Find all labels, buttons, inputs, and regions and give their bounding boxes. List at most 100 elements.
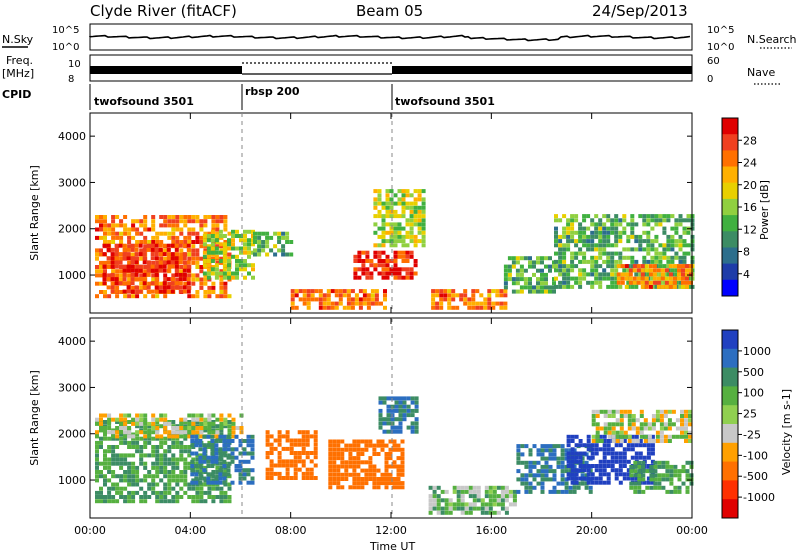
data-cell <box>606 276 611 281</box>
data-cell <box>444 506 449 511</box>
data-cell <box>372 468 377 473</box>
data-cell <box>135 436 140 441</box>
data-cell <box>594 230 599 235</box>
data-cell <box>336 443 341 448</box>
data-cell <box>171 240 176 244</box>
colorbar-swatch <box>722 198 738 216</box>
data-cell <box>381 234 386 239</box>
data-cell <box>417 197 422 202</box>
data-cell <box>480 502 485 507</box>
data-cell <box>328 468 333 473</box>
data-cell <box>385 271 390 276</box>
data-cell <box>524 477 529 482</box>
data-cell <box>226 443 231 448</box>
data-cell <box>586 447 591 452</box>
data-cell <box>688 418 692 423</box>
data-cell <box>179 457 184 462</box>
data-cell <box>512 489 517 494</box>
data-cell <box>107 457 112 462</box>
data-cell <box>151 260 156 265</box>
data-cell <box>634 222 639 227</box>
data-cell <box>515 272 520 277</box>
data-cell <box>344 472 349 477</box>
data-cell <box>398 425 403 430</box>
data-cell <box>554 268 558 273</box>
data-cell <box>167 265 172 269</box>
data-cell <box>641 464 646 469</box>
data-cell <box>570 464 575 468</box>
data-cell <box>227 238 231 243</box>
data-cell <box>218 259 223 263</box>
data-cell <box>595 409 600 414</box>
data-cell <box>381 214 386 219</box>
data-cell <box>669 477 674 482</box>
data-cell <box>246 468 251 473</box>
data-cell <box>119 490 124 495</box>
data-cell <box>666 272 671 277</box>
data-cell <box>294 293 299 298</box>
data-cell <box>313 446 318 451</box>
data-cell <box>389 205 394 210</box>
data-cell <box>163 457 168 462</box>
data-cell <box>417 205 422 210</box>
data-cell <box>352 443 357 448</box>
data-cell <box>206 455 211 460</box>
data-cell <box>206 275 211 280</box>
data-cell <box>203 417 208 422</box>
data-cell <box>103 465 107 470</box>
data-cell <box>277 438 282 443</box>
data-cell <box>195 215 200 219</box>
data-cell <box>590 243 595 248</box>
data-cell <box>562 284 567 289</box>
data-cell <box>610 284 615 289</box>
data-cell <box>366 305 371 310</box>
data-cell <box>570 451 575 456</box>
data-cell <box>219 294 224 299</box>
data-cell <box>250 443 255 448</box>
data-cell <box>203 215 208 219</box>
data-cell <box>114 260 119 265</box>
data-cell <box>602 230 607 235</box>
data-cell <box>151 426 156 430</box>
data-cell <box>265 434 270 439</box>
data-cell <box>602 222 607 227</box>
data-cell <box>566 464 571 468</box>
data-cell <box>606 264 611 269</box>
data-cell <box>99 445 103 449</box>
data-cell <box>595 434 600 439</box>
data-cell <box>171 434 176 439</box>
data-cell <box>598 472 603 477</box>
data-cell <box>669 481 674 486</box>
data-cell <box>126 264 131 269</box>
data-cell <box>179 269 184 274</box>
data-cell <box>95 457 99 462</box>
data-cell <box>222 271 227 276</box>
data-cell <box>131 434 136 439</box>
data-cell <box>222 246 227 251</box>
data-cell <box>684 422 688 427</box>
data-cell <box>183 482 188 487</box>
data-cell <box>377 234 382 239</box>
data-cell <box>239 246 243 251</box>
data-cell <box>455 293 460 298</box>
data-cell <box>606 234 611 239</box>
data-cell <box>372 472 377 477</box>
data-cell <box>611 439 616 443</box>
data-cell <box>215 215 220 219</box>
data-cell <box>536 285 540 290</box>
data-cell <box>544 456 549 461</box>
data-cell <box>620 264 625 269</box>
data-cell <box>187 252 192 257</box>
data-cell <box>231 234 235 238</box>
data-cell <box>123 453 128 458</box>
data-cell <box>166 268 171 273</box>
data-cell <box>163 490 168 495</box>
data-cell <box>135 294 140 299</box>
data-cell <box>198 443 203 448</box>
data-cell <box>664 284 669 289</box>
data-cell <box>380 477 385 481</box>
data-cell <box>95 281 99 286</box>
data-cell <box>444 510 449 515</box>
data-cell <box>682 251 687 256</box>
data-cell <box>135 424 140 429</box>
